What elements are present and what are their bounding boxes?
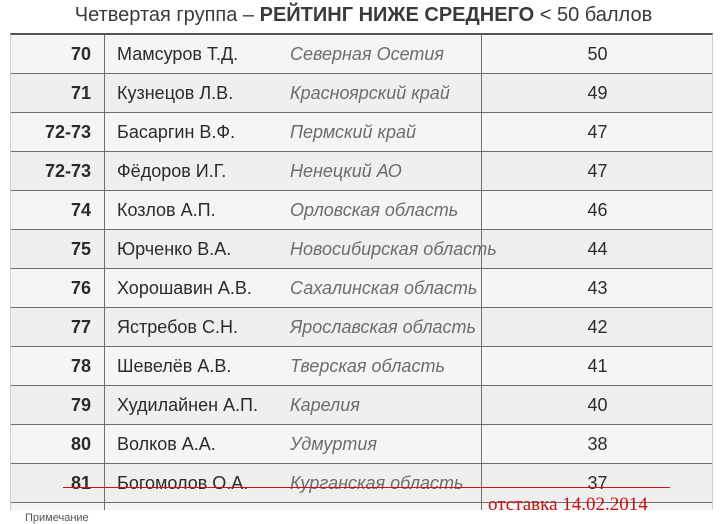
name-cell: Ястребов С.Н.: [117, 317, 238, 337]
region-cell: Ярославская область: [290, 317, 476, 337]
score-cell: 44: [587, 239, 608, 259]
score-cell: 38: [587, 434, 608, 454]
score-cell: 43: [587, 278, 608, 298]
region-cell: Сахалинская область: [290, 278, 478, 298]
name-cell: Кузнецов Л.В.: [117, 83, 234, 103]
rank-cell: 70: [70, 44, 91, 64]
rank-cell: 81: [70, 473, 91, 493]
table-row: 74 Козлов А.П. Орловская область 46: [11, 191, 712, 230]
rank-cell: 77: [70, 317, 91, 337]
table-row: 78 Шевелёв А.В. Тверская область 41: [11, 347, 712, 386]
rank-cell: 75: [70, 239, 91, 259]
rank-cell: 72-73: [44, 161, 91, 181]
page-title: Четвертая группа – РЕЙТИНГ НИЖЕ СРЕДНЕГО…: [0, 0, 727, 33]
table-row: 75 Юрченко В.А. Новосибирская область 44: [11, 230, 712, 269]
table-row: 80 Волков А.А. Удмуртия 38: [11, 425, 712, 464]
name-cell: Богомолов О.А.: [117, 473, 249, 493]
rating-table: 70 Мамсуров Т.Д. Северная Осетия 50 71 К…: [10, 33, 713, 510]
rank-cell: 72-73: [44, 122, 91, 142]
name-cell: Худилайнен А.П.: [117, 395, 258, 415]
table-row: 72-73 Басаргин В.Ф. Пермский край 47: [11, 113, 712, 152]
name-cell: Волков А.А.: [117, 434, 216, 454]
name-cell: Мамсуров Т.Д.: [117, 44, 239, 64]
name-cell: Хорошавин А.В.: [117, 278, 252, 298]
title-suffix: < 50 баллов: [534, 4, 653, 26]
footnote-label: Примечание: [25, 512, 89, 524]
score-cell: 49: [587, 83, 608, 103]
score-cell: 42: [587, 317, 608, 337]
region-cell: Красноярский край: [290, 83, 450, 103]
region-cell: Тверская область: [290, 356, 445, 376]
table-row: 71 Кузнецов Л.В. Красноярский край 49: [11, 74, 712, 113]
score-cell: 46: [587, 200, 608, 220]
region-cell: Новосибирская область: [290, 239, 497, 259]
column-divider: [104, 35, 105, 510]
name-cell: Козлов А.П.: [117, 200, 216, 220]
rank-cell: 74: [70, 200, 91, 220]
rank-cell: 79: [70, 395, 91, 415]
rank-cell: 80: [70, 434, 91, 454]
table-row: 72-73 Фёдоров И.Г. Ненецкий АО 47: [11, 152, 712, 191]
region-cell: Пермский край: [290, 122, 417, 142]
rank-cell: 76: [70, 278, 91, 298]
region-cell: Удмуртия: [290, 434, 378, 454]
table-row: 79 Худилайнен А.П. Карелия 40: [11, 386, 712, 425]
score-cell: 40: [587, 395, 608, 415]
table-row: 77 Ястребов С.Н. Ярославская область 42: [11, 308, 712, 347]
region-cell: Северная Осетия: [290, 44, 444, 64]
score-cell: 37: [587, 473, 608, 493]
resignation-note: отставка 14.02.2014: [488, 494, 648, 515]
region-cell: Курганская область: [290, 473, 464, 493]
score-cell: 47: [587, 161, 608, 181]
name-cell: Басаргин В.Ф.: [117, 122, 236, 142]
title-prefix: Четвертая группа –: [74, 4, 260, 26]
table-row: 81 Богомолов О.А. Курганская область 37: [11, 464, 712, 503]
rank-cell: 71: [70, 83, 91, 103]
strikethrough-line: [63, 487, 670, 488]
region-cell: Карелия: [290, 395, 360, 415]
table-row: 70 Мамсуров Т.Д. Северная Осетия 50: [11, 35, 712, 74]
region-cell: Ненецкий АО: [290, 161, 402, 181]
title-highlight: РЕЙТИНГ НИЖЕ СРЕДНЕГО: [259, 4, 535, 26]
name-cell: Шевелёв А.В.: [117, 356, 232, 376]
column-divider: [481, 35, 482, 510]
region-cell: Орловская область: [290, 200, 459, 220]
rank-cell: 78: [70, 356, 91, 376]
score-cell: 50: [587, 44, 608, 64]
score-cell: 47: [587, 122, 608, 142]
name-cell: Фёдоров И.Г.: [117, 161, 227, 181]
table-row: 76 Хорошавин А.В. Сахалинская область 43: [11, 269, 712, 308]
name-cell: Юрченко В.А.: [117, 239, 232, 259]
score-cell: 41: [587, 356, 608, 376]
